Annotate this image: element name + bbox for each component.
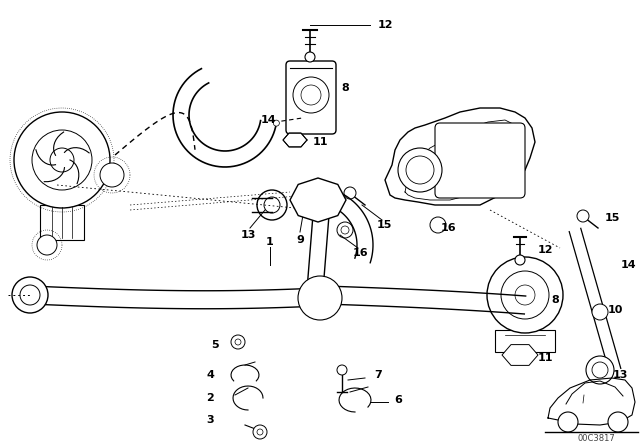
Circle shape (501, 271, 549, 319)
Polygon shape (385, 108, 535, 205)
Text: 16: 16 (440, 223, 456, 233)
Text: 6: 6 (394, 395, 402, 405)
Circle shape (12, 277, 48, 313)
Circle shape (592, 304, 608, 320)
Circle shape (337, 365, 347, 375)
Text: 11: 11 (312, 137, 328, 147)
Circle shape (14, 112, 110, 208)
Circle shape (32, 130, 92, 190)
Circle shape (430, 217, 446, 233)
FancyBboxPatch shape (286, 61, 336, 134)
Text: 3: 3 (206, 415, 214, 425)
Circle shape (515, 255, 525, 265)
Circle shape (20, 285, 40, 305)
Circle shape (305, 52, 315, 62)
Text: 8: 8 (341, 83, 349, 93)
Text: 4: 4 (206, 370, 214, 380)
Circle shape (257, 190, 287, 220)
Circle shape (608, 412, 628, 432)
Circle shape (235, 339, 241, 345)
Text: 13: 13 (612, 370, 628, 380)
Text: 14: 14 (620, 260, 636, 270)
Circle shape (298, 276, 342, 320)
Circle shape (406, 156, 434, 184)
Circle shape (50, 148, 74, 172)
Circle shape (253, 425, 267, 439)
Text: 00C3817: 00C3817 (577, 434, 615, 443)
Circle shape (487, 257, 563, 333)
Text: 15: 15 (376, 220, 392, 230)
Text: 8: 8 (551, 295, 559, 305)
Text: 14: 14 (260, 115, 276, 125)
Circle shape (592, 362, 608, 378)
Text: 15: 15 (604, 213, 620, 223)
Text: 9: 9 (296, 235, 304, 245)
FancyBboxPatch shape (40, 205, 84, 240)
Polygon shape (283, 133, 307, 147)
Circle shape (264, 197, 280, 213)
Polygon shape (502, 345, 538, 366)
Circle shape (344, 187, 356, 199)
Circle shape (341, 226, 349, 234)
Circle shape (293, 77, 329, 113)
Circle shape (301, 85, 321, 105)
Text: 13: 13 (240, 230, 256, 240)
Text: 16: 16 (352, 248, 368, 258)
Bar (495, 330, 555, 352)
FancyBboxPatch shape (435, 123, 525, 198)
Circle shape (586, 356, 614, 384)
Text: 12: 12 (537, 245, 553, 255)
Circle shape (577, 210, 589, 222)
Text: 7: 7 (374, 370, 382, 380)
Circle shape (231, 335, 245, 349)
Circle shape (515, 285, 535, 305)
Text: 1: 1 (266, 237, 274, 247)
Circle shape (558, 412, 578, 432)
Circle shape (257, 429, 263, 435)
Circle shape (273, 120, 279, 126)
Text: 10: 10 (607, 305, 623, 315)
Circle shape (398, 148, 442, 192)
Text: 5: 5 (211, 340, 219, 350)
Polygon shape (290, 178, 346, 222)
Circle shape (37, 235, 57, 255)
Circle shape (100, 163, 124, 187)
Text: 12: 12 (377, 20, 393, 30)
Text: 2: 2 (206, 393, 214, 403)
Circle shape (337, 222, 353, 238)
Text: 11: 11 (537, 353, 553, 363)
